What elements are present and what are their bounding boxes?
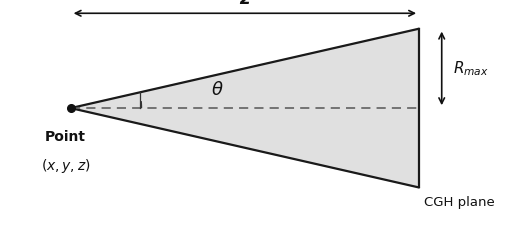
Text: $R_{max}$: $R_{max}$ (453, 59, 489, 78)
Text: CGH plane: CGH plane (424, 196, 495, 209)
Text: Point: Point (45, 130, 86, 144)
Text: $\theta$: $\theta$ (211, 81, 224, 99)
Text: $(x, y, z)$: $(x, y, z)$ (41, 157, 91, 175)
Text: z: z (239, 0, 250, 8)
Polygon shape (71, 29, 419, 187)
